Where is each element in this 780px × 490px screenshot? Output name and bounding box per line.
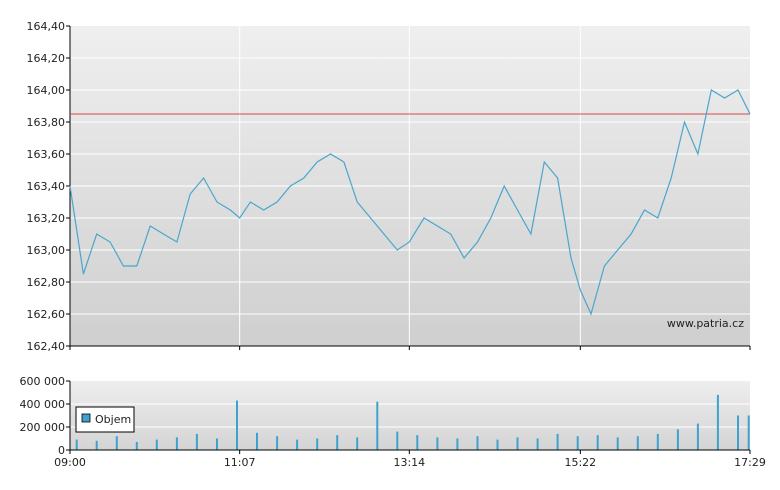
legend-swatch xyxy=(81,413,91,423)
price-y-tick-label: 163,80 xyxy=(27,116,66,129)
volume-bar xyxy=(636,436,639,450)
volume-bar xyxy=(456,438,459,450)
volume-bar xyxy=(356,437,359,450)
volume-y-axis: 0 200 000 400 000 600 000 xyxy=(20,375,71,457)
price-y-tick-label: 164,40 xyxy=(27,20,66,33)
volume-bars xyxy=(75,394,750,451)
volume-bar xyxy=(516,437,519,450)
x-tick-label: 17:29 xyxy=(734,456,766,469)
volume-bar xyxy=(676,429,679,450)
volume-bar xyxy=(596,435,599,450)
volume-grid xyxy=(70,403,750,428)
volume-bar xyxy=(296,439,299,450)
price-y-tick-label: 162,80 xyxy=(27,276,66,289)
volume-x-axis: 09:00 11:07 13:14 15:22 17:29 xyxy=(54,449,766,469)
legend-label: Objem xyxy=(95,413,131,426)
volume-bar xyxy=(556,433,559,450)
volume-bar xyxy=(696,423,699,450)
volume-bar xyxy=(396,431,399,450)
volume-y-tick-label: 0 xyxy=(58,444,65,457)
price-grid xyxy=(70,26,750,346)
price-y-tick-label: 163,00 xyxy=(27,244,66,257)
price-y-tick-label: 163,60 xyxy=(27,148,66,161)
volume-bar xyxy=(416,435,419,450)
volume-bar xyxy=(496,439,499,450)
volume-bar xyxy=(216,438,218,450)
volume-bar xyxy=(656,433,659,450)
price-y-tick-label: 164,20 xyxy=(27,52,66,65)
price-y-tick-label: 163,40 xyxy=(27,180,66,193)
price-series-line xyxy=(69,89,751,316)
volume-bar xyxy=(175,437,178,450)
volume-bar xyxy=(236,400,238,450)
volume-bar xyxy=(716,394,719,450)
x-tick-label: 11:07 xyxy=(224,456,256,469)
price-y-tick-label: 164,00 xyxy=(27,84,66,97)
volume-bar xyxy=(737,415,739,450)
volume-bar xyxy=(436,437,439,450)
price-y-axis: 162,40 162,60 162,80 163,00 163,20 163,40 163,… xyxy=(27,20,71,353)
volume-bar xyxy=(476,436,479,450)
watermark: www.patria.cz xyxy=(667,317,744,330)
volume-y-tick-label: 400 000 xyxy=(20,398,66,411)
volume-bar xyxy=(75,439,78,450)
volume-y-tick-label: 600 000 xyxy=(20,375,66,388)
volume-bar xyxy=(195,433,198,450)
volume-bar xyxy=(316,438,319,450)
price-y-tick-label: 162,40 xyxy=(27,340,66,353)
volume-bar xyxy=(155,439,158,450)
volume-bar xyxy=(536,438,539,450)
price-y-tick-label: 163,20 xyxy=(27,212,66,225)
volume-bar xyxy=(376,401,379,450)
volume-bar xyxy=(747,415,750,450)
volume-bar xyxy=(336,435,339,450)
volume-bar xyxy=(256,432,258,451)
x-tick-label: 13:14 xyxy=(393,456,425,469)
volume-y-tick-label: 200 000 xyxy=(20,421,66,434)
x-tick-label: 15:22 xyxy=(564,456,596,469)
volume-bar xyxy=(576,436,579,450)
volume-bar xyxy=(135,441,138,450)
price-y-tick-label: 162,60 xyxy=(27,308,66,321)
price-x-axis-ticks xyxy=(69,345,751,350)
volume-bar xyxy=(95,440,98,450)
volume-bar xyxy=(276,436,279,450)
volume-plot-area xyxy=(70,381,750,450)
volume-legend: Objem xyxy=(75,406,135,433)
volume-bar xyxy=(115,436,118,450)
volume-bar xyxy=(616,437,619,450)
x-tick-label: 09:00 xyxy=(54,456,86,469)
